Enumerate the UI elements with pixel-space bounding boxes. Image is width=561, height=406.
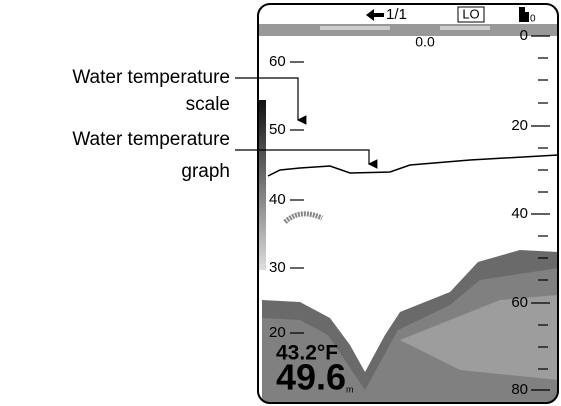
temperature-label: 30 [269,259,286,276]
depth-label: 40 [511,205,528,222]
temperature-label: 50 [269,121,286,138]
temperature-label: 40 [269,191,286,208]
page-indicator: 1/1 [386,6,407,23]
depth-unit: m [346,384,354,394]
shift-bar [258,24,558,36]
depth-readout: 49.6 [276,357,346,398]
page: {"header": {"page": "1/1", "range_mode":… [0,0,561,406]
callout-text: scale [186,94,230,115]
gain-value: 0 [530,14,536,25]
temperature-label: 60 [269,53,286,70]
temperature-color-bar [258,100,266,270]
callout-text: Water temperature [72,67,230,88]
diagram: 1/1 LO 0 0.0 020406080 6050403020 43.2°F… [0,0,561,406]
depth-label: 60 [511,294,528,311]
shift-value: 0.0 [415,34,435,50]
callout-text: Water temperature [72,129,230,150]
temperature-label: 20 [269,324,286,341]
depth-label: 0 [520,27,528,44]
depth-label: 80 [511,381,528,398]
depth-label: 20 [511,117,528,134]
range-mode: LO [462,6,479,21]
callout-text: graph [181,161,230,182]
